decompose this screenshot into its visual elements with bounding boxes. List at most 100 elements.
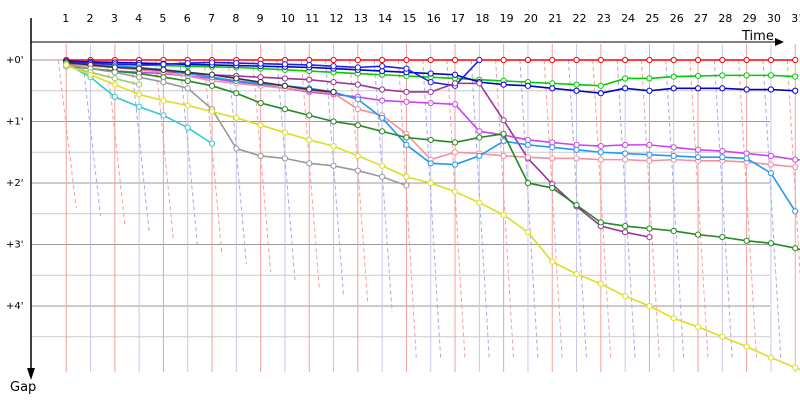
data-point [257, 79, 264, 86]
series-line [65, 64, 800, 371]
data-point [451, 101, 459, 108]
data-point [306, 76, 313, 83]
data-point [160, 79, 167, 86]
data-point [136, 91, 143, 98]
data-point [451, 188, 459, 195]
data-point [476, 134, 483, 141]
data-point [670, 73, 677, 80]
data-point [549, 258, 556, 265]
data-point [111, 64, 118, 71]
data-point [622, 156, 629, 163]
lap-tick-label: 27 [694, 12, 708, 25]
data-point [281, 106, 289, 113]
lap-diagonal [543, 59, 563, 361]
gap-tick-label: +0' [6, 55, 24, 66]
data-point [257, 152, 264, 160]
lap-diagonal [203, 59, 223, 257]
data-point [379, 162, 386, 169]
lap-tick-label: 13 [354, 12, 368, 25]
data-point [403, 141, 410, 148]
lap-tick-label: 25 [645, 12, 659, 25]
data-point [330, 88, 337, 96]
data-point [451, 56, 459, 64]
data-point [306, 136, 313, 144]
data-point [573, 202, 580, 209]
lap-tick-label: 6 [184, 12, 191, 25]
data-point [136, 65, 143, 72]
data-point [330, 143, 337, 150]
data-point [500, 117, 507, 124]
data-point [306, 86, 313, 93]
data-point [427, 179, 434, 187]
lap-diagonal [762, 59, 782, 361]
lap-diagonal [616, 59, 636, 361]
data-point [573, 56, 580, 64]
data-point [208, 140, 216, 147]
axes: Time Gap [10, 18, 784, 395]
data-point [767, 152, 775, 160]
data-point [354, 106, 361, 113]
lap-tick-label: 31 [791, 12, 800, 25]
data-point [524, 229, 532, 236]
data-point [792, 73, 799, 80]
lap-diagonal [325, 59, 345, 297]
data-point [500, 130, 507, 137]
lap-diagonal [130, 59, 150, 233]
data-point [646, 75, 653, 82]
data-point [379, 86, 386, 93]
data-point [451, 161, 459, 168]
lap-tick-label: 16 [427, 12, 441, 25]
lap-tick-label: 26 [670, 12, 684, 25]
grid [31, 44, 796, 372]
data-point [597, 56, 604, 64]
lap-diagonal [57, 59, 77, 209]
gap-tick-label: +1' [6, 117, 24, 128]
data-point [403, 65, 410, 72]
data-point [281, 129, 289, 136]
data-point [233, 114, 240, 121]
data-point [184, 85, 191, 92]
lap-diagonals [57, 59, 800, 361]
data-point [524, 154, 532, 161]
lap-tick-label: 7 [208, 12, 215, 25]
data-point [743, 150, 750, 157]
data-point [719, 333, 726, 340]
data-point [500, 152, 507, 160]
data-point [597, 219, 604, 226]
lap-tick-label: 29 [743, 12, 757, 25]
data-point [257, 60, 264, 67]
data-point [427, 79, 434, 86]
data-point [354, 96, 361, 103]
data-point [379, 56, 386, 64]
lap-tick-label: 18 [475, 12, 489, 25]
data-point [646, 157, 653, 164]
data-point [646, 225, 653, 232]
lap-tick-label: 2 [87, 12, 94, 25]
series-line [66, 65, 800, 251]
lap-diagonal [373, 59, 393, 313]
data-point [622, 75, 629, 82]
y-axis-title: Gap [10, 380, 36, 395]
lap-diagonal [276, 59, 296, 281]
data-point [622, 229, 629, 236]
data-point [646, 302, 653, 310]
data-point [403, 98, 410, 105]
lap-diagonal [592, 59, 612, 361]
data-point [403, 134, 410, 141]
data-point [87, 71, 94, 78]
data-point [233, 90, 240, 97]
data-point [63, 61, 70, 69]
data-point [111, 69, 118, 76]
data-point [524, 82, 532, 89]
data-point [257, 99, 264, 107]
data-point [549, 155, 556, 162]
data-point [427, 136, 434, 144]
data-point [476, 80, 483, 87]
data-point [767, 170, 775, 177]
data-point [719, 72, 726, 79]
data-point [354, 56, 361, 64]
data-point [719, 85, 726, 92]
data-point [379, 97, 386, 104]
lap-diagonal [349, 59, 369, 305]
